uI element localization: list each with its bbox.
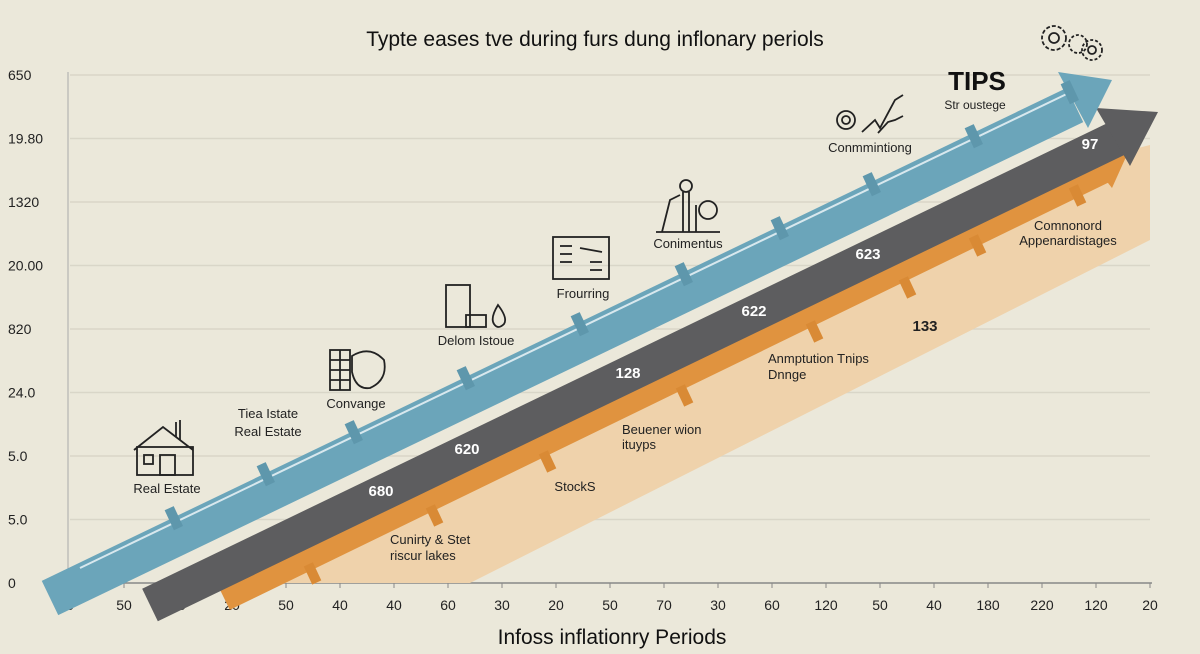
- arrow-notches: [164, 80, 1087, 585]
- y-tick-label: 650: [8, 67, 32, 83]
- annotation-label: Str oustege: [944, 98, 1006, 112]
- document-icon: [552, 236, 610, 280]
- annotation-label: Real Estate: [234, 424, 301, 439]
- annotation-label: StockS: [554, 479, 596, 494]
- annotation-label: Appenardistages: [1019, 233, 1117, 248]
- gears-icon: [1041, 25, 1103, 61]
- annotation-label: Frourring: [557, 286, 610, 301]
- annotation-label: Dnnge: [768, 367, 806, 382]
- building-map-icon: [329, 349, 386, 391]
- tips-label: TIPS: [948, 66, 1006, 96]
- annotation-label: Anmptution Tnips: [768, 351, 869, 366]
- y-tick-label: 24.0: [8, 385, 35, 401]
- arrow-notch: [425, 504, 444, 527]
- x-tick-label: 40: [332, 597, 348, 613]
- arrow-notch: [898, 276, 917, 299]
- arrow-notch: [164, 506, 183, 531]
- annotation-label: Delom Istoue: [438, 333, 515, 348]
- arrow-notch: [570, 312, 589, 337]
- arrow-notch: [674, 262, 693, 287]
- arrow-notch: [805, 320, 824, 343]
- annotation-label: Comnonord: [1034, 218, 1102, 233]
- arrow-notch: [256, 462, 275, 487]
- x-tick-label: 50: [872, 597, 888, 613]
- value-label: 128: [615, 365, 640, 382]
- arrow-notch: [344, 420, 363, 445]
- annotation-label: Real Estate: [133, 481, 200, 496]
- y-tick-label: 1320: [8, 194, 39, 210]
- y-tick-label: 5.0: [8, 448, 28, 464]
- x-tick-label: 20: [548, 597, 564, 613]
- x-axis-label: Infoss inflationry Periods: [498, 626, 727, 649]
- x-tick-label: 180: [976, 597, 1000, 613]
- value-label: 97: [1082, 136, 1099, 153]
- x-tick-label: 50: [278, 597, 294, 613]
- house-icon: [133, 420, 194, 476]
- phone-calculator-drop-icon: [445, 284, 507, 328]
- annotation-label: ituyps: [622, 437, 656, 452]
- arrow-notch: [538, 450, 557, 473]
- annotation-label: Convange: [326, 396, 385, 411]
- x-tick-label: 40: [926, 597, 942, 613]
- arrow-notch: [456, 366, 475, 391]
- y-tick-label: 19.80: [8, 131, 43, 147]
- arrow-notch: [964, 124, 983, 149]
- gear-trend-icon: [836, 94, 904, 134]
- arrow-notch: [1060, 80, 1079, 105]
- value-label: 680: [368, 483, 393, 500]
- arrow-notch: [968, 234, 987, 257]
- annotation-label: Conimentus: [653, 236, 723, 251]
- x-tick-label: 70: [656, 597, 672, 613]
- x-tick-label: 120: [814, 597, 838, 613]
- annotation-label: Beuener wion: [622, 422, 702, 437]
- arrow-notch: [675, 384, 694, 407]
- y-tick-label: 0: [8, 575, 16, 591]
- value-label: 133: [912, 318, 937, 335]
- x-tick-label: 60: [440, 597, 456, 613]
- arrow-notch: [770, 216, 789, 241]
- y-tick-label: 820: [8, 321, 32, 337]
- value-label: 620: [454, 441, 479, 458]
- value-label: 623: [855, 246, 880, 263]
- x-tick-label: 220: [1030, 597, 1054, 613]
- annotation-label: riscur lakes: [390, 548, 456, 563]
- x-tick-label: 50: [116, 597, 132, 613]
- x-tick-label: 120: [1084, 597, 1108, 613]
- y-tick-label: 20.00: [8, 258, 43, 274]
- annotation-label: Tiea Istate: [238, 406, 298, 421]
- arrow-notch: [862, 172, 881, 197]
- arrow-notch: [1068, 184, 1087, 207]
- chart-title: Typte eases tve during furs dung inflona…: [366, 28, 824, 51]
- annotation-label: Cunirty & Stet: [390, 532, 471, 547]
- industry-icon: [656, 179, 720, 233]
- x-tick-label: 20: [1142, 597, 1158, 613]
- arrow-notch: [303, 562, 322, 585]
- y-axis: 650 19.80 1320 20.00 820 24.0 5.0 5.0 0: [8, 67, 43, 591]
- y-tick-label: 5.0: [8, 512, 28, 528]
- x-tick-label: 60: [764, 597, 780, 613]
- x-tick-label: 30: [494, 597, 510, 613]
- x-tick-label: 30: [710, 597, 726, 613]
- x-tick-label: 50: [602, 597, 618, 613]
- x-tick-label: 40: [386, 597, 402, 613]
- value-label: 622: [741, 303, 766, 320]
- annotation-label: Conmmintiong: [828, 140, 912, 155]
- grey-arrow: [142, 108, 1158, 622]
